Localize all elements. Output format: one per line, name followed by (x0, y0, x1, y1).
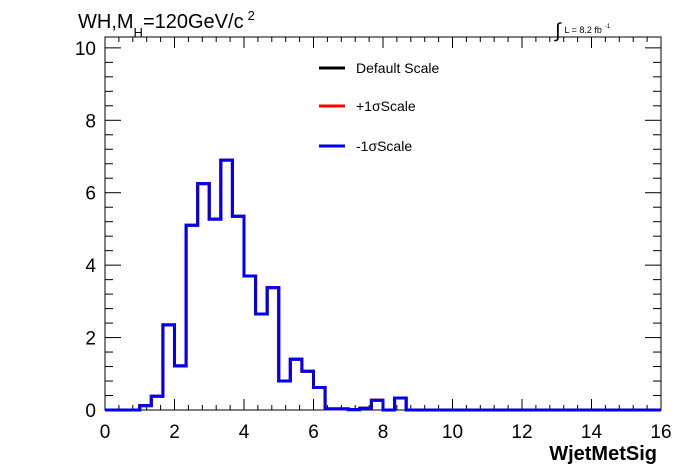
x-tick-label: 16 (650, 422, 671, 443)
y-tick-label: 4 (85, 256, 96, 277)
y-tick-label: 8 (85, 111, 96, 132)
luminosity-label: ∫ L = 8.2 fb -1 (554, 20, 611, 42)
x-tick-label: 12 (511, 422, 532, 443)
series-line-0 (105, 158, 661, 412)
x-tick-label: 4 (239, 422, 250, 443)
chart-title: WH,MH=120GeV/c 2 (78, 8, 255, 40)
plot-frame (104, 36, 662, 411)
legend: Default Scale +1σScale -1σScale (319, 60, 439, 154)
y-tick-label: 6 (85, 184, 96, 205)
legend-label: -1σScale (356, 138, 412, 154)
x-tick-label: 8 (378, 422, 389, 443)
legend-label: Default Scale (356, 60, 439, 76)
y-axis-ticks: 0 2 4 6 8 10 (75, 39, 661, 422)
x-axis-ticks: 0 2 4 6 8 10 12 14 16 (100, 37, 672, 443)
y-tick-label: 0 (85, 401, 96, 422)
series-line-2 (105, 158, 661, 412)
series-line-1 (105, 158, 661, 412)
x-tick-label: 2 (169, 422, 180, 443)
x-tick-label: 0 (100, 422, 111, 443)
y-tick-label: 2 (85, 329, 96, 350)
x-tick-label: 6 (308, 422, 319, 443)
x-tick-label: 10 (442, 422, 463, 443)
legend-label: +1σScale (356, 98, 416, 114)
x-tick-label: 14 (581, 422, 603, 443)
x-axis-label: WjetMetSig (549, 443, 657, 465)
series-layer (105, 158, 661, 412)
y-tick-label: 10 (75, 39, 96, 60)
